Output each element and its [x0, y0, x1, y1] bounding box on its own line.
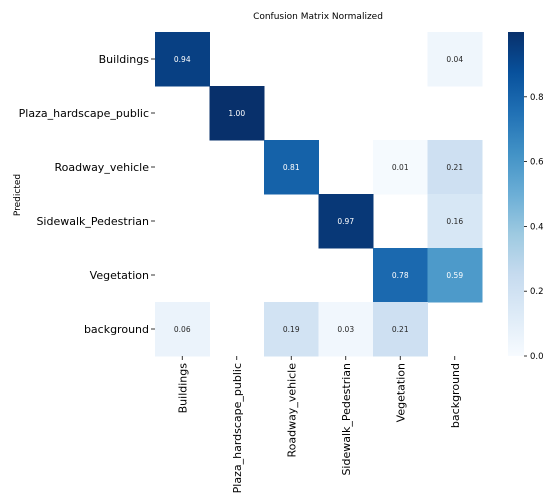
heatmap-cell: [155, 302, 210, 357]
colorbar: 0.0 0.2 0.4 0.6 0.8: [508, 32, 544, 362]
heatmap-cell: [427, 32, 483, 87]
cell-value-label: 0.78: [392, 271, 409, 280]
cell-value-label: 0.21: [446, 163, 463, 172]
colorbar-tick-label: 0.2: [530, 287, 544, 297]
heatmap-cell: [155, 32, 210, 87]
cell-value-label: 0.94: [174, 55, 191, 64]
x-tick-label: Vegetation: [394, 363, 407, 422]
y-tick-label: Sidewalk_Pedestrian: [36, 215, 149, 228]
cell-value-label: 0.97: [337, 217, 354, 226]
heatmap-cell: [373, 140, 428, 195]
heatmap-cell: [427, 194, 483, 249]
heatmap-cell: [209, 86, 265, 141]
cell-value-label: 1.00: [228, 109, 245, 118]
heatmap-cell: [427, 248, 483, 303]
x-tick-label: background: [449, 363, 462, 428]
y-axis-label: Predicted: [13, 174, 23, 216]
cell-value-label: 0.06: [174, 325, 191, 334]
colorbar-tick-label: 0.0: [530, 352, 544, 362]
cell-value-label: 0.04: [446, 55, 463, 64]
cell-value-label: 0.16: [446, 217, 463, 226]
x-tick-labels: Buildings Plaza_hardscape_public Roadway_v…: [176, 356, 462, 493]
y-tick-label: Vegetation: [90, 269, 149, 282]
heatmap-cell: [264, 302, 319, 357]
x-tick-label: Roadway_vehicle: [285, 363, 298, 458]
heatmap-cell: [373, 248, 428, 303]
cell-value-label: 0.59: [446, 271, 463, 280]
x-tick-label: Buildings: [176, 363, 189, 414]
y-tick-label: Buildings: [99, 53, 150, 66]
cell-value-label: 0.81: [283, 163, 300, 172]
heatmap-cell: [264, 140, 319, 195]
heatmap-cell: [427, 140, 483, 195]
chart-title: Confusion Matrix Normalized: [253, 12, 383, 22]
colorbar-tick-label: 0.8: [530, 93, 544, 103]
y-tick-label: Plaza_hardscape_public: [19, 107, 149, 120]
heatmap-cell: [318, 194, 374, 249]
y-tick-label: Roadway_vehicle: [54, 161, 149, 174]
cell-value-label: 0.03: [337, 325, 354, 334]
y-tick-labels: Buildings Plaza_hardscape_public Roadway_v…: [19, 53, 155, 336]
y-tick-label: background: [84, 323, 149, 336]
heatmap-cells: 0.94 0.04 1.00 0.81 0.01 0.21 0.97 0.16 0.78 0.59…: [155, 32, 483, 357]
colorbar-gradient: [508, 32, 524, 356]
colorbar-tick-label: 0.4: [530, 222, 544, 232]
heatmap-cell: [373, 302, 428, 357]
x-tick-label: Plaza_hardscape_public: [231, 363, 244, 493]
x-tick-label: Sidewalk_Pedestrian: [340, 363, 353, 476]
cell-value-label: 0.01: [392, 163, 409, 172]
cell-value-label: 0.21: [392, 325, 409, 334]
cell-value-label: 0.19: [283, 325, 300, 334]
heatmap-cell: [318, 302, 374, 357]
colorbar-tick-label: 0.6: [530, 158, 544, 168]
